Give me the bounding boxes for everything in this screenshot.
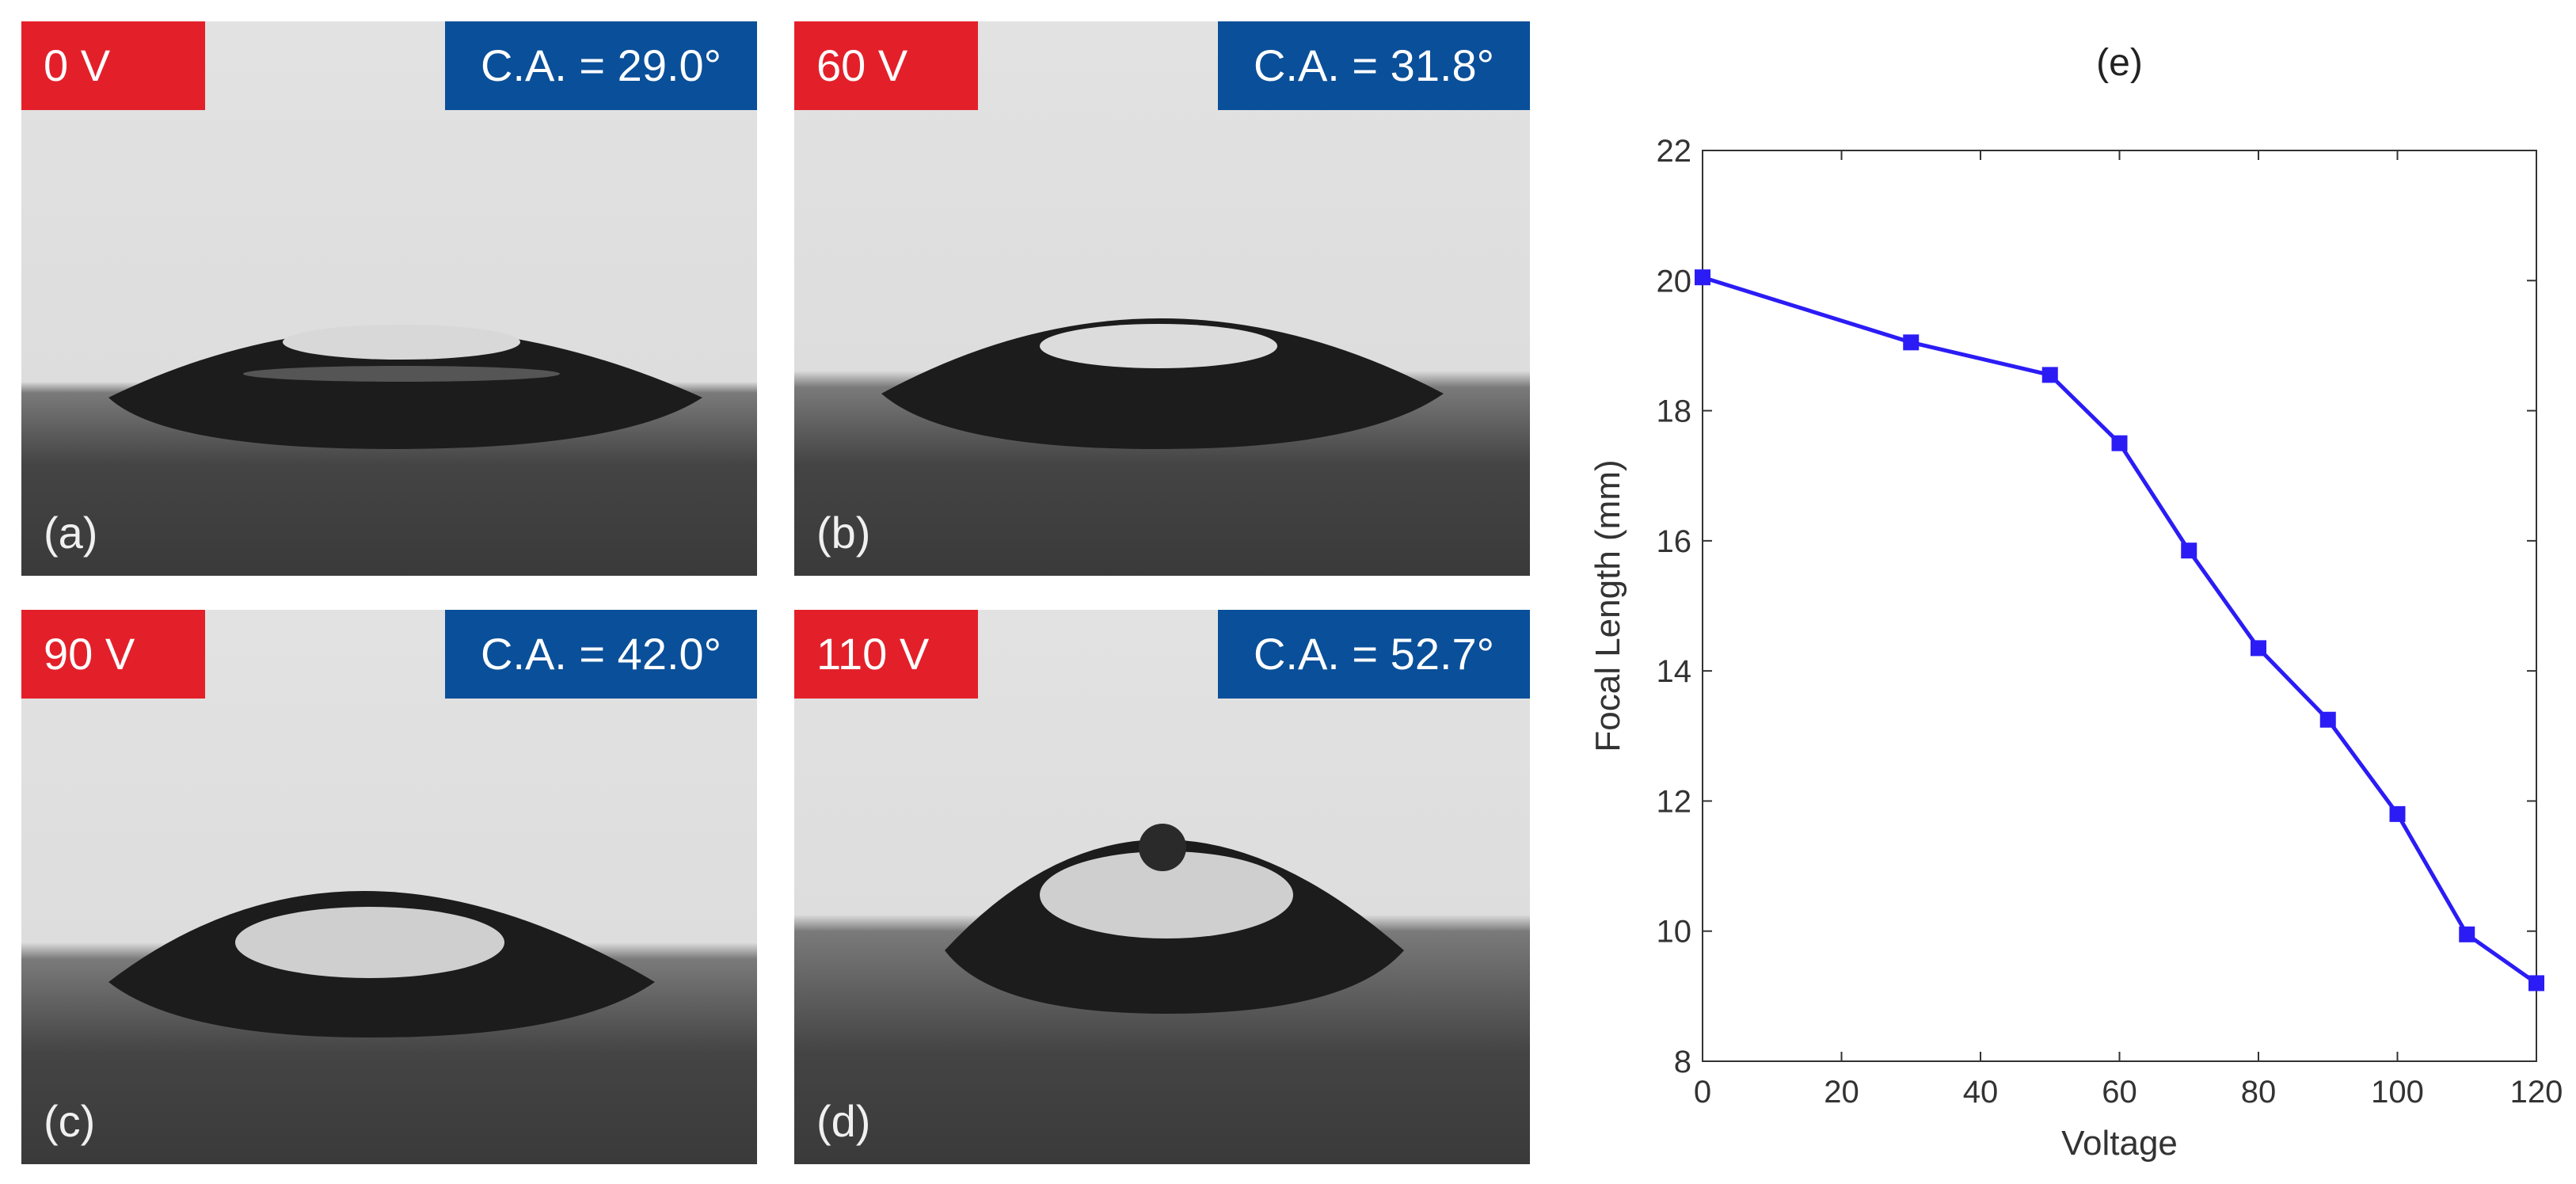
contact-angle-badge: C.A. = 52.7° bbox=[1218, 610, 1530, 699]
droplet-photo-a: 0 V C.A. = 29.0° (a) bbox=[21, 21, 757, 576]
voltage-badge: 110 V bbox=[794, 610, 978, 699]
droplet-image bbox=[794, 610, 1530, 1164]
y-tick-label: 12 bbox=[1657, 784, 1692, 819]
voltage-badge: 0 V bbox=[21, 21, 205, 110]
focal-length-chart: (e) 8 10 12 14 16 18 20 22 0 20 40 60 80 100 120 Volt… bbox=[1576, 0, 2576, 1184]
y-axis-title: Focal Length (mm) bbox=[1589, 459, 1627, 752]
droplet-image bbox=[21, 21, 757, 576]
y-tick-label: 16 bbox=[1657, 524, 1692, 559]
x-axis-title: Voltage bbox=[2061, 1124, 2178, 1163]
contact-angle-badge: C.A. = 29.0° bbox=[445, 21, 757, 110]
series-markers bbox=[1695, 269, 2544, 992]
data-point bbox=[2528, 975, 2544, 992]
x-tick-label: 20 bbox=[1824, 1075, 1859, 1110]
y-tick-label: 14 bbox=[1657, 654, 1692, 689]
contact-angle-badge: C.A. = 42.0° bbox=[445, 610, 757, 699]
y-axis: 8 10 12 14 16 18 20 22 bbox=[1657, 134, 2536, 1079]
droplet-photo-b: 60 V C.A. = 31.8° (b) bbox=[794, 21, 1530, 576]
x-tick-label: 120 bbox=[2510, 1075, 2563, 1110]
y-tick-label: 8 bbox=[1674, 1045, 1691, 1079]
data-point bbox=[2319, 711, 2336, 728]
voltage-badge: 60 V bbox=[794, 21, 978, 110]
chart-title: (e) bbox=[2096, 42, 2143, 84]
x-tick-label: 0 bbox=[1694, 1075, 1711, 1110]
x-tick-label: 60 bbox=[2102, 1075, 2137, 1110]
data-point bbox=[1903, 334, 1920, 351]
data-point bbox=[2389, 805, 2406, 822]
voltage-badge: 90 V bbox=[21, 610, 205, 699]
x-tick-label: 80 bbox=[2241, 1075, 2277, 1110]
plot-frame bbox=[1702, 150, 2537, 1062]
series-line bbox=[1702, 275, 2538, 985]
y-tick-label: 18 bbox=[1657, 394, 1692, 429]
data-point bbox=[2459, 926, 2475, 942]
chart-svg: (e) 8 10 12 14 16 18 20 22 0 20 40 60 80 100 120 Volt… bbox=[1589, 42, 2563, 1163]
data-point bbox=[2251, 640, 2266, 657]
droplet-image bbox=[794, 21, 1530, 576]
y-tick-label: 22 bbox=[1657, 134, 1692, 169]
x-axis: 0 20 40 60 80 100 120 bbox=[1694, 150, 2563, 1110]
y-tick-label: 10 bbox=[1657, 915, 1692, 950]
data-point bbox=[2041, 367, 2058, 383]
panel-label: (c) bbox=[44, 1096, 96, 1146]
y-tick-label: 20 bbox=[1657, 264, 1692, 299]
droplet-image bbox=[21, 610, 757, 1164]
contact-angle-badge: C.A. = 31.8° bbox=[1218, 21, 1530, 110]
panel-label: (b) bbox=[816, 508, 871, 558]
data-point bbox=[2181, 543, 2197, 559]
data-point bbox=[2111, 435, 2128, 451]
panel-label: (a) bbox=[44, 508, 98, 558]
droplet-photo-c: 90 V C.A. = 42.0° (c) bbox=[21, 610, 757, 1164]
x-tick-label: 40 bbox=[1963, 1075, 1999, 1110]
data-point bbox=[1695, 269, 1710, 286]
x-tick-label: 100 bbox=[2371, 1075, 2424, 1110]
droplet-photo-d: 110 V C.A. = 52.7° (d) bbox=[794, 610, 1530, 1164]
panel-label: (d) bbox=[816, 1096, 871, 1146]
